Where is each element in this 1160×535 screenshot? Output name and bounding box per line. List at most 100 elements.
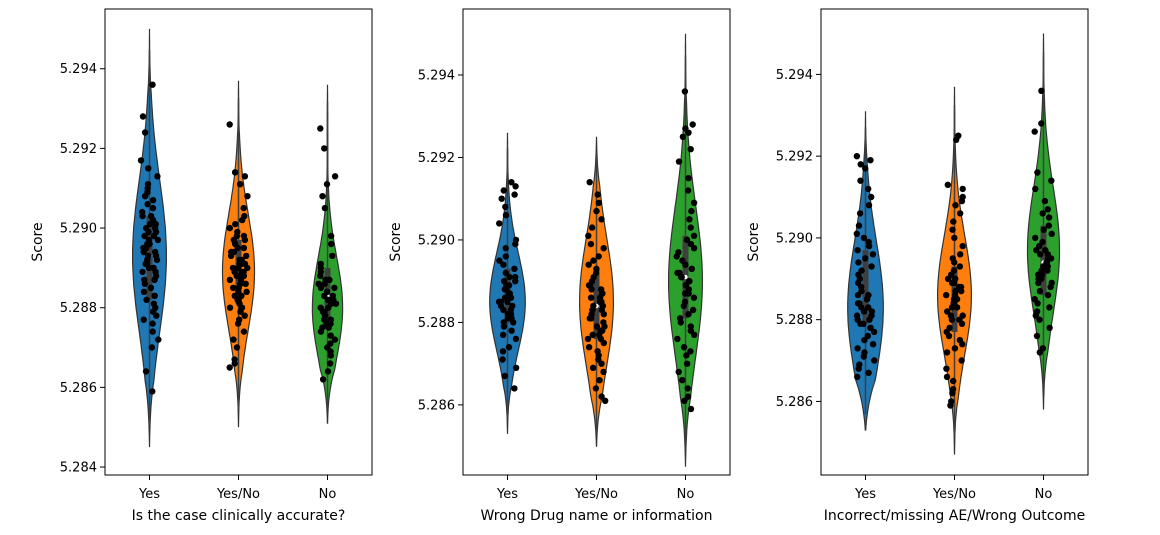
- data-point: [856, 361, 863, 368]
- data-point: [680, 344, 688, 351]
- data-point: [1046, 324, 1053, 331]
- data-point: [240, 244, 248, 252]
- data-point: [1031, 296, 1038, 303]
- data-point: [147, 212, 155, 220]
- data-point: [585, 344, 593, 351]
- data-point: [854, 247, 861, 254]
- data-point: [1046, 304, 1053, 311]
- data-point: [327, 316, 334, 323]
- data-point: [955, 132, 962, 139]
- data-point: [683, 360, 691, 367]
- data-point: [149, 320, 156, 327]
- data-point: [949, 226, 956, 233]
- y-tick-label: 5.288: [418, 316, 455, 331]
- data-point: [240, 328, 248, 335]
- data-point: [865, 369, 872, 376]
- data-point: [499, 348, 507, 355]
- y-tick-label: 5.288: [60, 301, 97, 316]
- data-point: [498, 195, 505, 202]
- data-point: [226, 276, 234, 283]
- data-point: [871, 357, 878, 364]
- data-point: [148, 344, 156, 351]
- x-tick-label: No: [319, 487, 337, 502]
- data-point: [323, 181, 331, 188]
- data-point: [1037, 251, 1044, 258]
- data-point: [149, 81, 156, 88]
- data-point: [957, 210, 964, 217]
- data-point: [502, 269, 509, 277]
- data-point: [685, 174, 692, 182]
- data-point: [500, 187, 507, 194]
- data-point: [505, 344, 513, 351]
- data-point: [317, 125, 324, 132]
- y-axis-label: Score: [30, 222, 46, 261]
- y-tick-label: 5.288: [776, 313, 813, 328]
- data-point: [143, 296, 150, 303]
- x-tick-label: No: [677, 487, 695, 502]
- data-point: [1041, 197, 1049, 205]
- data-point: [684, 385, 691, 392]
- data-point: [141, 276, 148, 283]
- x-tick-label: Yes/No: [932, 487, 976, 502]
- data-point: [855, 259, 862, 266]
- y-axis-label: Score: [388, 222, 404, 261]
- data-point: [150, 264, 157, 272]
- data-point: [509, 302, 516, 310]
- y-tick-label: 5.292: [418, 151, 455, 166]
- data-point: [315, 280, 322, 287]
- data-point: [685, 311, 692, 318]
- x-tick-label: Yes: [138, 487, 160, 502]
- data-point: [864, 332, 871, 340]
- data-point: [150, 300, 157, 307]
- data-point: [151, 292, 158, 299]
- data-point: [593, 265, 600, 272]
- data-point: [600, 245, 607, 252]
- data-point: [681, 397, 688, 404]
- data-point: [855, 222, 863, 229]
- data-point: [952, 275, 959, 282]
- data-point: [497, 298, 505, 305]
- axes-frame: [462, 8, 731, 476]
- y-axis-label: Score: [746, 222, 762, 261]
- data-point: [956, 263, 964, 270]
- data-point: [598, 286, 605, 293]
- data-point: [853, 230, 860, 237]
- data-point: [512, 183, 519, 190]
- panel-wrong-drug: Yes Yes/No No 5.286 5.288 5.290 5.292 5.294 Wron…: [388, 8, 731, 524]
- data-point: [856, 210, 864, 217]
- data-point: [869, 341, 877, 348]
- data-point: [675, 249, 682, 256]
- data-point: [687, 240, 695, 248]
- data-point: [676, 315, 684, 322]
- data-point: [949, 255, 956, 262]
- data-point: [241, 312, 248, 319]
- data-point: [1044, 206, 1052, 213]
- data-point: [690, 232, 698, 239]
- data-point: [1045, 214, 1053, 221]
- data-point: [684, 187, 692, 194]
- data-point: [230, 284, 237, 291]
- data-point: [683, 236, 691, 244]
- data-point: [511, 191, 518, 198]
- data-point: [499, 331, 507, 338]
- data-point: [508, 179, 515, 186]
- data-point: [950, 267, 958, 274]
- data-point: [230, 336, 237, 343]
- data-point: [327, 340, 334, 347]
- data-point: [331, 284, 338, 291]
- y-tick-label: 5.290: [60, 222, 97, 237]
- data-point: [140, 316, 147, 323]
- data-point: [1034, 169, 1041, 176]
- data-point: [230, 248, 238, 256]
- data-point: [226, 364, 233, 371]
- y-tick-label: 5.294: [60, 62, 97, 77]
- data-point: [329, 292, 336, 299]
- data-point: [329, 252, 336, 260]
- data-point: [862, 255, 869, 262]
- data-point: [226, 121, 233, 128]
- data-point: [868, 263, 875, 270]
- data-point: [865, 291, 872, 299]
- data-point: [1048, 230, 1055, 237]
- data-point: [1038, 87, 1045, 95]
